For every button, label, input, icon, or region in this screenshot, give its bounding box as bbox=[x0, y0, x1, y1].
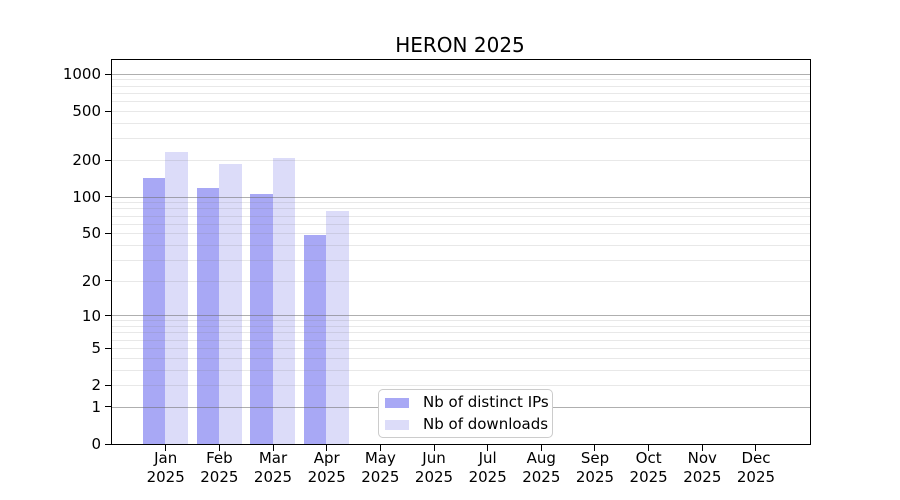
y-tick-label: 20 bbox=[81, 271, 101, 290]
y-tick-label: 0 bbox=[91, 435, 101, 453]
y-tick-mark bbox=[105, 280, 111, 282]
y-tick-mark bbox=[105, 196, 111, 198]
x-tick-label-mar: Mar 2025 bbox=[253, 449, 293, 486]
gridline-minor bbox=[111, 320, 810, 322]
legend-label-downloads: Nb of downloads bbox=[423, 415, 549, 433]
plot-area bbox=[110, 58, 811, 445]
y-tick-mark bbox=[105, 315, 111, 317]
x-tick-label-dec: Dec 2025 bbox=[736, 449, 776, 486]
x-tick-label-aug: Aug 2025 bbox=[522, 449, 561, 486]
gridline-major bbox=[111, 73, 810, 75]
y-tick-mark bbox=[105, 347, 111, 349]
y-tick-mark bbox=[105, 384, 111, 386]
x-tick-mark bbox=[755, 444, 757, 451]
y-tick-label: 100 bbox=[72, 187, 101, 206]
x-tick-mark bbox=[379, 444, 381, 451]
gridline-minor bbox=[111, 122, 810, 124]
bar-nb-of-distinct-ips-apr bbox=[303, 235, 327, 444]
x-tick-label-feb: Feb 2025 bbox=[200, 449, 239, 486]
gridline-minor bbox=[111, 223, 810, 225]
x-tick-mark bbox=[594, 444, 596, 451]
gridline-minor bbox=[111, 110, 810, 112]
gridline-minor bbox=[111, 79, 810, 81]
gridline-major bbox=[111, 196, 810, 198]
x-tick-mark bbox=[433, 444, 435, 451]
gridline-minor bbox=[111, 101, 810, 103]
y-tick-mark bbox=[105, 232, 111, 234]
bar-nb-of-downloads-mar bbox=[272, 158, 296, 444]
gridline-minor bbox=[111, 384, 810, 386]
x-tick-label-may: May 2025 bbox=[361, 449, 400, 486]
x-tick-mark bbox=[165, 444, 167, 451]
x-tick-mark bbox=[326, 444, 328, 451]
bar-nb-of-downloads-feb bbox=[219, 163, 242, 444]
y-tick-mark bbox=[105, 110, 111, 112]
y-tick-label: 2 bbox=[91, 376, 101, 395]
y-tick-label: 10 bbox=[81, 306, 101, 325]
y-tick-label: 50 bbox=[81, 224, 101, 243]
x-tick-mark bbox=[540, 444, 542, 451]
x-tick-label-jan: Jan 2025 bbox=[146, 449, 185, 486]
gridline-minor bbox=[111, 233, 810, 235]
y-tick-mark bbox=[105, 443, 111, 445]
legend: Nb of distinct IPs Nb of downloads bbox=[378, 389, 553, 438]
legend-item-downloads: Nb of downloads bbox=[385, 415, 552, 434]
x-tick-mark bbox=[487, 444, 489, 451]
bar-nb-of-distinct-ips-mar bbox=[250, 194, 273, 444]
y-tick-label: 500 bbox=[72, 102, 101, 121]
gridline-minor bbox=[111, 244, 810, 246]
x-tick-label-sep: Sep 2025 bbox=[575, 449, 615, 486]
x-tick-mark bbox=[272, 444, 274, 451]
bar-nb-of-distinct-ips-jan bbox=[142, 177, 166, 444]
x-tick-mark bbox=[218, 444, 220, 451]
chart-title: HERON 2025 bbox=[395, 33, 525, 57]
y-tick-mark bbox=[105, 406, 111, 408]
gridline-minor bbox=[111, 347, 810, 349]
x-tick-label-nov: Nov 2025 bbox=[683, 449, 722, 486]
y-tick-label: 1 bbox=[91, 397, 101, 416]
gridline-minor bbox=[111, 259, 810, 261]
x-tick-label-jul: Jul 2025 bbox=[468, 449, 507, 486]
x-tick-label-oct: Oct 2025 bbox=[629, 449, 668, 486]
y-tick-mark bbox=[105, 73, 111, 75]
gridline-minor bbox=[111, 85, 810, 87]
x-tick-mark bbox=[701, 444, 703, 451]
y-tick-mark bbox=[105, 159, 111, 161]
legend-item-distinct-ips: Nb of distinct IPs bbox=[385, 393, 552, 412]
gridline-minor bbox=[111, 280, 810, 282]
legend-swatch-distinct-ips bbox=[385, 397, 409, 408]
gridline-minor bbox=[111, 159, 810, 161]
y-tick-label: 1000 bbox=[62, 65, 101, 84]
y-tick-label: 200 bbox=[72, 151, 101, 170]
gridline-minor bbox=[111, 339, 810, 341]
gridline-minor bbox=[111, 326, 810, 328]
gridline-minor bbox=[111, 332, 810, 334]
y-tick-label: 5 bbox=[91, 339, 101, 358]
gridline-minor bbox=[111, 369, 810, 371]
legend-swatch-downloads bbox=[385, 419, 409, 430]
gridline-minor bbox=[111, 208, 810, 210]
gridline-minor bbox=[111, 92, 810, 94]
gridline-major bbox=[111, 315, 810, 317]
gridline-minor bbox=[111, 202, 810, 204]
gridline-minor bbox=[111, 357, 810, 359]
gridline-minor bbox=[111, 215, 810, 217]
x-tick-label-apr: Apr 2025 bbox=[307, 449, 346, 486]
gridline-minor bbox=[111, 138, 810, 140]
legend-label-distinct-ips: Nb of distinct IPs bbox=[423, 393, 549, 411]
bar-nb-of-downloads-apr bbox=[326, 211, 349, 444]
bar-nb-of-downloads-jan bbox=[165, 151, 188, 444]
x-tick-label-jun: Jun 2025 bbox=[414, 449, 454, 486]
x-tick-mark bbox=[648, 444, 650, 451]
